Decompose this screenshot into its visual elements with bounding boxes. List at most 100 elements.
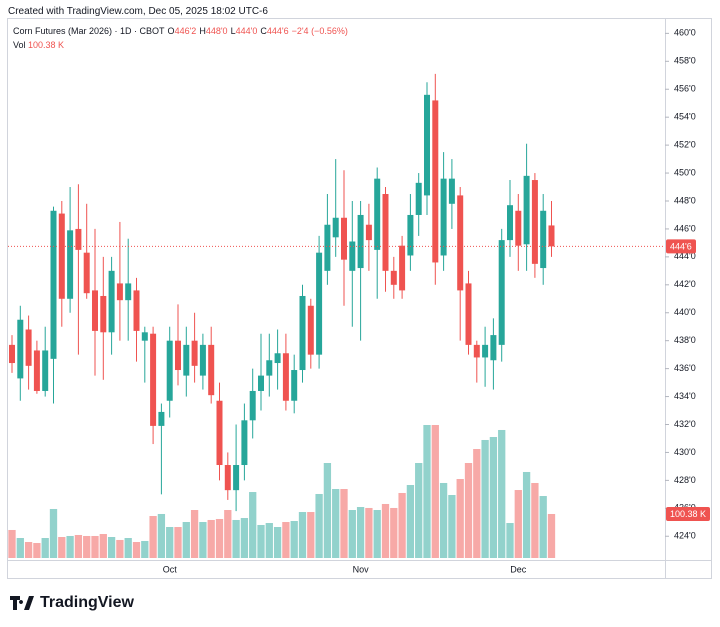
y-tick-label: 428'0	[674, 475, 696, 485]
candle-body	[83, 252, 90, 294]
volume-bar	[240, 518, 249, 558]
volume-badge	[666, 506, 710, 521]
ohlc-key: C	[260, 26, 267, 36]
candle-body	[374, 178, 381, 250]
volume-bar	[390, 507, 398, 558]
volume-bar	[431, 425, 439, 558]
ohlc-value: 446'2	[174, 26, 197, 36]
candle-body	[224, 465, 231, 491]
candle-body	[208, 344, 215, 396]
volume-bar	[381, 503, 390, 558]
volume-value: 100.38 K	[28, 40, 65, 50]
volume-bar	[33, 543, 41, 558]
logo: TradingView	[10, 594, 134, 612]
volume-bar	[332, 489, 340, 558]
y-tick-label: 450'0	[674, 167, 696, 177]
volume-bar	[506, 523, 514, 558]
volume-bar	[265, 523, 273, 558]
candle-body	[332, 217, 339, 238]
candle-body	[166, 340, 173, 401]
candle-body	[465, 283, 472, 345]
candle-body	[133, 290, 140, 331]
candle-body	[199, 344, 206, 376]
last-price-label: 444'6	[670, 241, 692, 251]
candle-body	[183, 344, 190, 376]
candle-body	[448, 178, 455, 204]
candle-body	[233, 465, 240, 491]
volume-bar	[514, 490, 522, 558]
volume-bar	[340, 489, 348, 558]
y-tick-label: 448'0	[674, 195, 696, 205]
candle-body	[540, 210, 547, 269]
y-tick-label: 442'0	[674, 279, 696, 289]
candle-body	[92, 290, 98, 331]
x-tick-label: Oct	[163, 564, 178, 574]
volume-bar	[91, 535, 99, 558]
volume-bar	[257, 524, 265, 558]
y-tick-label: 424'0	[674, 531, 696, 541]
volume-bar	[107, 537, 116, 558]
change: −2'4 (−0.56%)	[291, 26, 348, 36]
volume-bar	[207, 519, 215, 558]
candle-body	[440, 178, 447, 256]
legend: Corn Futures (Mar 2026) · 1D · CBOT O446'…	[13, 26, 351, 36]
y-tick-label: 440'0	[674, 307, 696, 317]
volume-bar	[481, 439, 489, 558]
y-tick-label: 454'0	[674, 112, 696, 122]
y-tick-label: 438'0	[674, 335, 696, 345]
candle-body	[407, 214, 414, 256]
volume-bar	[215, 518, 224, 558]
candle-body	[116, 283, 123, 301]
volume-bar	[116, 539, 124, 558]
volume-bar	[8, 529, 16, 558]
candle-body	[258, 375, 264, 391]
candle-body	[382, 194, 389, 271]
candle-body	[399, 245, 406, 291]
volume-bar	[149, 516, 157, 558]
volume-bar	[406, 485, 415, 558]
volume-bar	[273, 527, 282, 558]
y-tick-label: 444'0	[674, 251, 696, 261]
candle-body	[266, 360, 273, 376]
candle-body	[424, 94, 430, 196]
candle-body	[75, 228, 82, 250]
volume-bar	[249, 492, 257, 558]
volume-badge-label: 100.38 K	[670, 509, 706, 519]
candle-body	[507, 205, 513, 241]
volume-legend: Vol 100.38 K	[13, 40, 64, 50]
volume-bar	[174, 527, 182, 558]
candle-body	[58, 213, 65, 299]
candle-body	[341, 217, 347, 260]
volume-bar	[16, 538, 24, 558]
candle-body	[324, 224, 331, 271]
candle-body	[158, 411, 165, 426]
candle-body	[299, 295, 306, 371]
ohlc-key: H	[199, 26, 206, 36]
x-tick-label: Nov	[353, 564, 370, 574]
chart-frame	[7, 18, 712, 579]
volume-bar	[489, 437, 498, 558]
volume-bar	[531, 482, 539, 558]
y-tick-label: 446'0	[674, 223, 696, 233]
watermark: Created with TradingView.com, Dec 05, 20…	[8, 6, 268, 17]
volume-bar	[24, 541, 33, 558]
candle-body	[274, 353, 281, 364]
volume-bar	[356, 507, 365, 558]
y-tick-label: 460'0	[674, 28, 696, 38]
volume-bar	[124, 538, 132, 558]
y-tick-label: 430'0	[674, 447, 696, 457]
candle-body	[249, 390, 256, 421]
y-tick-label: 458'0	[674, 56, 696, 66]
volume-bar	[182, 522, 190, 558]
candle-body	[291, 370, 298, 401]
candle-body	[175, 340, 181, 371]
candle-body	[191, 340, 198, 366]
volume-bar	[83, 535, 91, 558]
volume-bar	[522, 471, 531, 558]
y-tick-label: 436'0	[674, 363, 696, 373]
volume-bar	[423, 425, 431, 558]
candle-body	[432, 100, 439, 263]
volume-bar	[224, 509, 232, 558]
volume-bar	[365, 507, 373, 558]
